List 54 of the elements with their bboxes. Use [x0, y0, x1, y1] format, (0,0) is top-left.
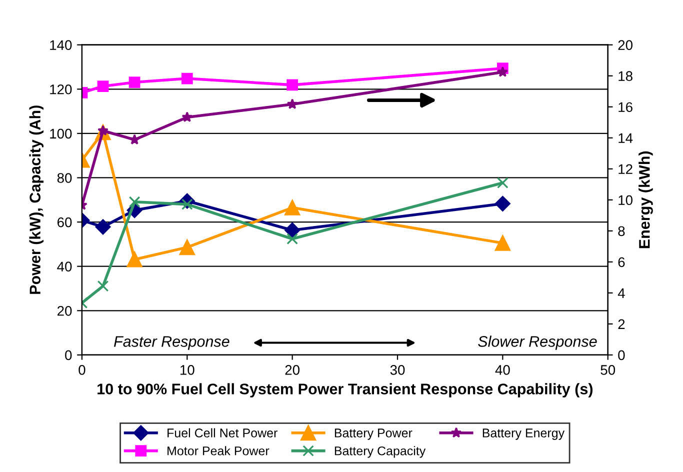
y2-tick-label: 20	[618, 40, 632, 50]
point	[494, 235, 510, 251]
y2-tick-label: 16	[618, 102, 632, 112]
point	[286, 98, 298, 109]
x-axis-title: 10 to 90% Fuel Cell System Power Transient Response Capability (s)	[98, 383, 593, 398]
y-tick-label: 140	[50, 40, 72, 50]
y2-tick-label: 12	[618, 164, 632, 174]
x-tick-label: 10	[180, 365, 194, 375]
point	[97, 80, 109, 92]
point	[128, 196, 140, 208]
point	[97, 280, 109, 292]
point	[496, 177, 508, 189]
y-axis-title: Power (kW), Capacity (Ah)	[29, 106, 44, 294]
point	[179, 240, 195, 256]
point	[284, 222, 300, 238]
y-tick-label: 60	[57, 217, 72, 228]
y2-tick-label: 8	[618, 226, 625, 236]
y2-axis-title: Energy (kWh)	[638, 151, 653, 248]
annotation: Faster Response	[114, 336, 230, 350]
point	[286, 233, 298, 245]
point	[95, 219, 111, 235]
y-tick-label: 80	[57, 173, 72, 183]
legend-label: Fuel Cell Net Power	[168, 428, 278, 438]
y2-tick-label: 2	[618, 319, 625, 329]
y2-tick-label: 6	[618, 257, 625, 268]
y2-tick-label: 10	[618, 195, 632, 206]
y2-tick-label: 0	[618, 350, 625, 360]
point	[126, 252, 142, 268]
legend-label: Battery Power	[334, 428, 412, 440]
point	[494, 196, 510, 212]
x-tick-label: 20	[285, 365, 300, 375]
y2-tick-label: 18	[618, 71, 632, 82]
point	[129, 134, 140, 144]
y2-tick-label: 14	[618, 133, 633, 143]
y2-tick-label: 4	[618, 288, 625, 298]
annotation: Slower Response	[478, 336, 597, 350]
x-tick-label: 30	[390, 365, 405, 375]
legend-label: Battery Capacity	[334, 446, 426, 458]
point	[286, 79, 298, 91]
x-tick-label: 40	[495, 365, 510, 375]
y-tick-label: 40	[57, 262, 72, 272]
y-tick-label: 100	[50, 128, 72, 139]
legend-label: Battery Energy	[482, 428, 565, 440]
y-tick-label: 0	[65, 350, 72, 360]
point	[182, 112, 193, 122]
point	[284, 200, 300, 216]
point	[128, 76, 140, 88]
legend-label: Motor Peak Power	[168, 446, 270, 456]
point	[497, 66, 508, 77]
x-tick-label: 50	[600, 365, 616, 375]
point	[181, 72, 193, 84]
y-tick-label: 120	[50, 84, 72, 94]
y-tick-label: 20	[57, 306, 72, 316]
x-tick-label: 0	[78, 365, 86, 375]
